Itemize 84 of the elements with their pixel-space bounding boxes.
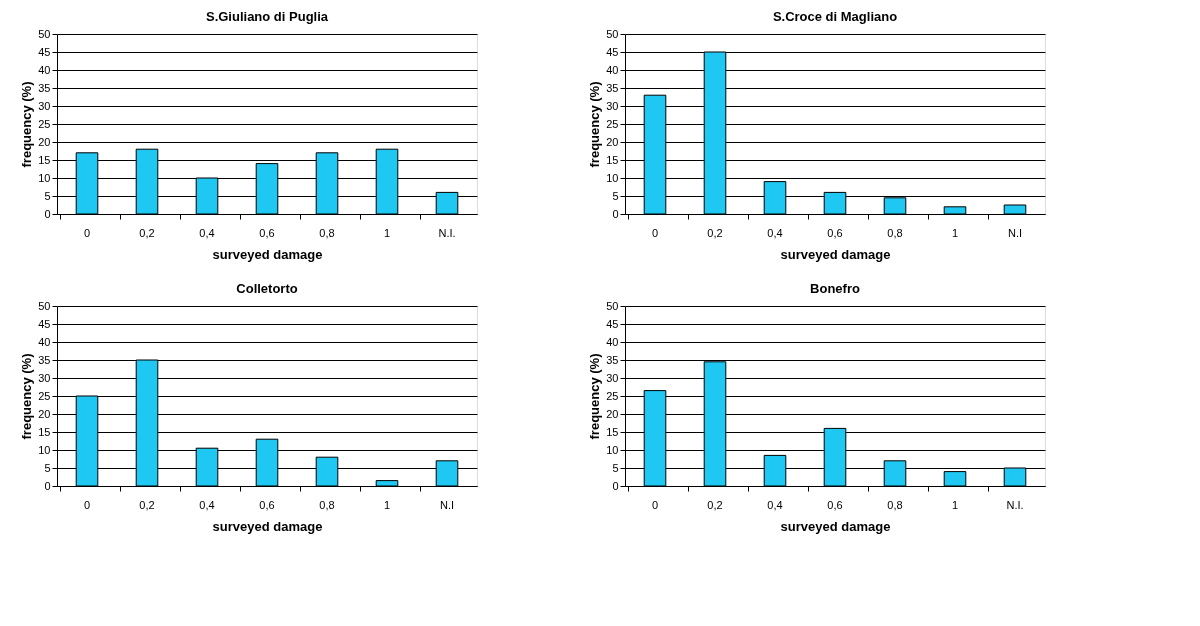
chart-title: Colletorto (236, 281, 298, 296)
x-tick-label: 0,6 (259, 498, 275, 511)
x-tick-label: N.I. (1006, 498, 1024, 511)
y-tick-label: 45 (38, 317, 51, 330)
y-tick-label: 30 (606, 99, 619, 112)
y-tick-label: 35 (38, 81, 51, 94)
y-tick-label: 0 (44, 479, 51, 492)
x-tick-label: N.I (439, 498, 455, 511)
x-tick-label: 0 (651, 226, 659, 239)
y-tick-label: 25 (606, 389, 619, 402)
y-axis-title: frequency (%) (19, 81, 35, 168)
y-tick-label: 30 (606, 371, 619, 384)
y-tick-label: 40 (38, 63, 51, 76)
x-tick-label: 0,8 (319, 226, 335, 239)
y-tick-label: 10 (38, 443, 51, 456)
chart-title: S.Giuliano di Puglia (205, 9, 329, 24)
y-tick-label: 35 (606, 353, 619, 366)
y-tick-label: 50 (606, 27, 619, 40)
y-tick-label: 50 (38, 299, 51, 312)
y-tick-label: 45 (606, 317, 619, 330)
x-tick-label: 0 (651, 498, 659, 511)
y-tick-label: 10 (606, 443, 619, 456)
y-tick-label: 5 (44, 189, 51, 202)
x-tick-label: 0,8 (887, 498, 903, 511)
x-tick-label: 1 (951, 498, 959, 511)
y-tick-label: 25 (606, 117, 619, 130)
x-tick-label: 0,4 (199, 226, 215, 239)
y-tick-label: 15 (606, 153, 619, 166)
x-axis-title: surveyed damage (780, 246, 891, 262)
y-axis-title: frequency (%) (587, 353, 603, 440)
y-tick-label: 30 (38, 371, 51, 384)
y-tick-label: 15 (606, 425, 619, 438)
x-tick-label: 0,6 (827, 498, 843, 511)
y-tick-label: 15 (38, 425, 51, 438)
x-tick-label: 0,4 (767, 498, 783, 511)
y-tick-label: 35 (38, 353, 51, 366)
x-tick-label: 0 (83, 226, 91, 239)
y-tick-label: 0 (612, 207, 619, 220)
x-tick-label: 0,2 (139, 498, 155, 511)
y-tick-label: 5 (44, 461, 51, 474)
x-axis-title: surveyed damage (212, 246, 323, 262)
y-tick-label: 25 (38, 117, 51, 130)
y-tick-label: 30 (38, 99, 51, 112)
x-tick-label: 0,6 (259, 226, 275, 239)
x-tick-label: 0 (83, 498, 91, 511)
y-tick-label: 20 (38, 135, 51, 148)
x-tick-label: N.I (1007, 226, 1023, 239)
y-tick-label: 0 (612, 479, 619, 492)
x-tick-label: 0,6 (827, 226, 843, 239)
chart-title: Bonefro (810, 281, 860, 296)
y-tick-label: 25 (38, 389, 51, 402)
y-tick-label: 20 (606, 407, 619, 420)
y-tick-label: 20 (38, 407, 51, 420)
x-tick-label: 0,2 (707, 498, 723, 511)
x-tick-label: 0,8 (887, 226, 903, 239)
y-tick-label: 45 (38, 45, 51, 58)
y-tick-label: 0 (44, 207, 51, 220)
y-tick-label: 5 (612, 461, 619, 474)
y-tick-label: 35 (606, 81, 619, 94)
y-tick-label: 40 (606, 63, 619, 76)
y-axis-title: frequency (%) (19, 353, 35, 440)
y-tick-label: 50 (38, 27, 51, 40)
x-tick-label: N.I. (438, 226, 456, 239)
chart-title: S.Croce di Magliano (772, 9, 898, 24)
x-tick-label: 1 (383, 498, 391, 511)
y-tick-label: 10 (606, 171, 619, 184)
x-axis-title: surveyed damage (780, 518, 891, 534)
y-tick-label: 20 (606, 135, 619, 148)
y-tick-label: 10 (38, 171, 51, 184)
y-tick-label: 40 (606, 335, 619, 348)
y-tick-label: 50 (606, 299, 619, 312)
x-tick-label: 0,2 (139, 226, 155, 239)
x-tick-label: 0,4 (199, 498, 215, 511)
y-tick-label: 45 (606, 45, 619, 58)
y-tick-label: 5 (612, 189, 619, 202)
x-tick-label: 1 (951, 226, 959, 239)
y-axis-title: frequency (%) (587, 81, 603, 168)
y-tick-label: 40 (38, 335, 51, 348)
x-axis-title: surveyed damage (212, 518, 323, 534)
y-tick-label: 15 (38, 153, 51, 166)
x-tick-label: 0,4 (767, 226, 783, 239)
x-tick-label: 1 (383, 226, 391, 239)
x-tick-label: 0,2 (707, 226, 723, 239)
x-tick-label: 0,8 (319, 498, 335, 511)
